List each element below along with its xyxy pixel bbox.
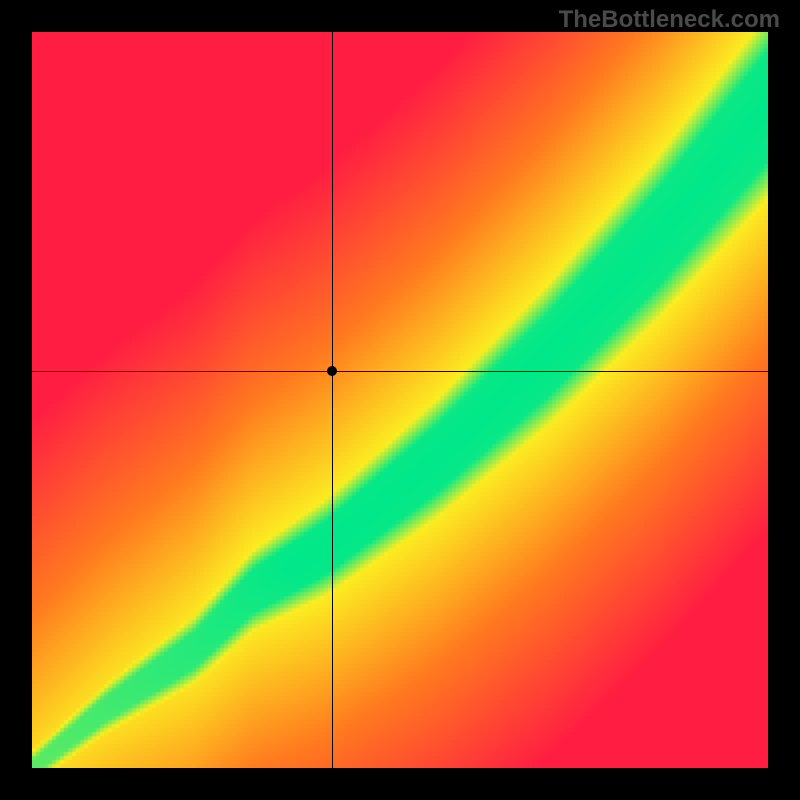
crosshair-vertical	[332, 32, 333, 768]
crosshair-horizontal	[32, 371, 768, 372]
heatmap-canvas	[32, 32, 768, 768]
marker-dot	[327, 366, 337, 376]
plot-area	[32, 32, 768, 768]
chart-container: TheBottleneck.com	[0, 0, 800, 800]
watermark-text: TheBottleneck.com	[559, 6, 780, 34]
